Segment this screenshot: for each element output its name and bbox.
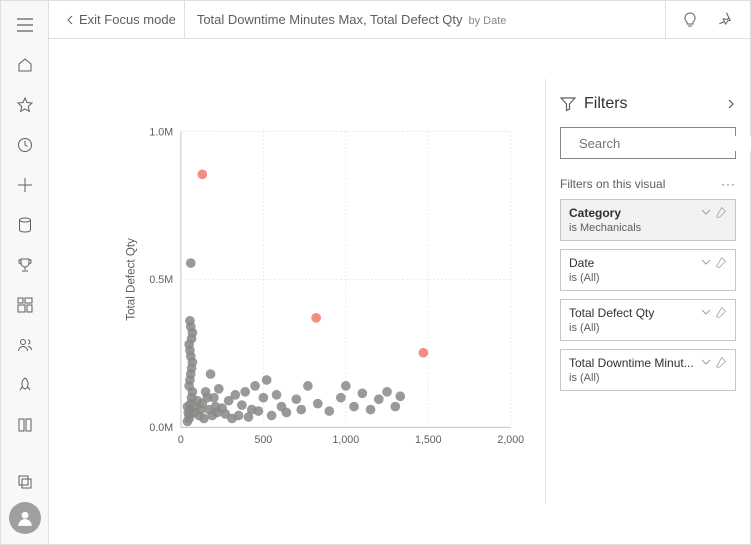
apps-icon[interactable] bbox=[5, 285, 45, 325]
filter-card[interactable]: Total Defect Qty is (All) bbox=[560, 299, 736, 341]
lightbulb-icon[interactable] bbox=[674, 4, 706, 36]
user-avatar[interactable] bbox=[9, 502, 41, 534]
more-icon[interactable]: ··· bbox=[721, 177, 736, 191]
filter-card-title: Date bbox=[569, 256, 699, 270]
title-sub: by Date bbox=[468, 15, 506, 27]
home-icon[interactable] bbox=[5, 45, 45, 85]
exit-focus-button[interactable]: Exit Focus mode bbox=[57, 1, 185, 38]
section-label-text: Filters on this visual bbox=[560, 177, 665, 191]
chevron-left-icon bbox=[65, 15, 75, 25]
filter-card-title: Total Downtime Minut... bbox=[569, 356, 699, 370]
filter-card[interactable]: Total Downtime Minut... is (All) bbox=[560, 349, 736, 391]
chart-area: 0 500 1,000 1,500 2,000 0.0M 0.5M 1.0M Total Def… bbox=[49, 39, 545, 544]
people-icon[interactable] bbox=[5, 325, 45, 365]
hamburger-button[interactable] bbox=[5, 5, 45, 45]
filter-search-box[interactable] bbox=[560, 127, 736, 159]
svg-text:Total Defect Qty: Total Defect Qty bbox=[124, 238, 137, 321]
svg-text:0.5M: 0.5M bbox=[149, 274, 173, 286]
filter-cards-list: Categoryis MechanicalsDateis (All)Total … bbox=[560, 199, 736, 391]
chevron-down-icon[interactable] bbox=[701, 207, 711, 217]
filter-card-value: is Mechanicals bbox=[569, 222, 701, 234]
eraser-icon[interactable] bbox=[715, 356, 727, 368]
eraser-icon[interactable] bbox=[715, 256, 727, 268]
svg-text:0: 0 bbox=[178, 434, 184, 446]
book-icon[interactable] bbox=[5, 405, 45, 445]
filter-card-value: is (All) bbox=[569, 372, 701, 384]
svg-text:1.0M: 1.0M bbox=[149, 126, 173, 138]
filter-card[interactable]: Category is Mechanicals bbox=[560, 199, 736, 241]
filter-search-input[interactable] bbox=[579, 136, 751, 151]
eraser-icon[interactable] bbox=[715, 306, 727, 318]
trophy-icon[interactable] bbox=[5, 245, 45, 285]
title-main: Total Downtime Minutes Max, Total Defect… bbox=[197, 12, 463, 27]
topbar: Exit Focus mode Total Downtime Minutes M… bbox=[49, 1, 750, 39]
filters-title: Filters bbox=[584, 95, 718, 113]
chevron-down-icon[interactable] bbox=[701, 257, 711, 267]
database-icon[interactable] bbox=[5, 205, 45, 245]
rocket-icon[interactable] bbox=[5, 365, 45, 405]
filter-card-title: Total Defect Qty bbox=[569, 306, 699, 320]
content-area: 0 500 1,000 1,500 2,000 0.0M 0.5M 1.0M Total Def… bbox=[49, 39, 750, 544]
filters-header: Filters bbox=[560, 95, 736, 113]
plus-icon[interactable] bbox=[5, 165, 45, 205]
filter-card-value: is (All) bbox=[569, 272, 701, 284]
filter-card-value: is (All) bbox=[569, 322, 701, 334]
scatter-chart: 0 500 1,000 1,500 2,000 0.0M 0.5M 1.0M Total Def… bbox=[79, 59, 535, 524]
svg-text:2,000: 2,000 bbox=[497, 434, 524, 446]
svg-text:1,000: 1,000 bbox=[332, 434, 359, 446]
chevron-down-icon[interactable] bbox=[701, 357, 711, 367]
clock-icon[interactable] bbox=[5, 125, 45, 165]
filter-card[interactable]: Date is (All) bbox=[560, 249, 736, 291]
filter-card-title: Category bbox=[569, 206, 699, 220]
page-title: Total Downtime Minutes Max, Total Defect… bbox=[185, 12, 665, 27]
filter-icon bbox=[560, 96, 576, 112]
svg-text:0.0M: 0.0M bbox=[149, 422, 173, 434]
main-content: Exit Focus mode Total Downtime Minutes M… bbox=[49, 1, 750, 544]
svg-text:500: 500 bbox=[254, 434, 272, 446]
app-root: Exit Focus mode Total Downtime Minutes M… bbox=[0, 0, 751, 545]
pin-icon[interactable] bbox=[710, 4, 742, 36]
chevron-right-icon[interactable] bbox=[726, 99, 736, 109]
eraser-icon[interactable] bbox=[715, 206, 727, 218]
chevron-down-icon[interactable] bbox=[701, 307, 711, 317]
star-icon[interactable] bbox=[5, 85, 45, 125]
left-nav-rail bbox=[1, 1, 49, 544]
exit-focus-label: Exit Focus mode bbox=[79, 12, 176, 27]
workspace-icon[interactable] bbox=[5, 462, 45, 502]
svg-text:1,500: 1,500 bbox=[415, 434, 442, 446]
filters-panel: Filters Filters on this visual ··· Categ… bbox=[545, 79, 750, 504]
filters-section-label: Filters on this visual ··· bbox=[560, 177, 736, 191]
topbar-actions bbox=[665, 1, 742, 38]
